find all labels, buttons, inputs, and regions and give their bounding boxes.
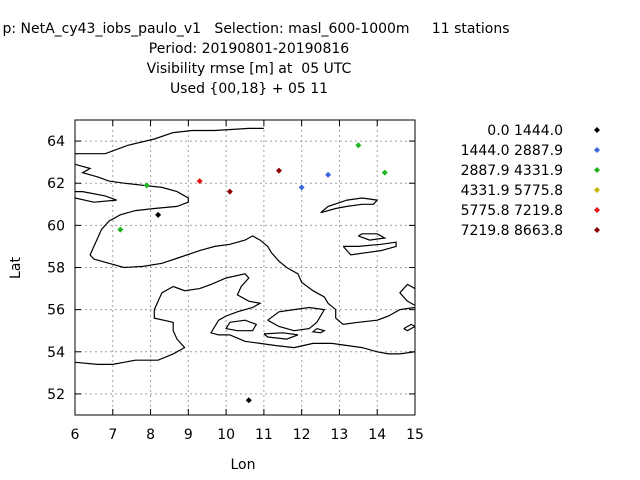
legend-marker xyxy=(594,147,600,153)
chart-title-line-3: Visibility rmse [m] at 05 UTC xyxy=(146,61,352,77)
data-point xyxy=(196,178,203,185)
data-points xyxy=(117,142,388,404)
y-tick-label: 58 xyxy=(47,261,65,277)
x-tick-label: 7 xyxy=(108,427,117,443)
data-point xyxy=(143,182,150,189)
legend-marker xyxy=(594,227,600,233)
legend-marker xyxy=(594,127,600,133)
y-tick-label: 52 xyxy=(47,387,65,403)
data-point xyxy=(355,142,362,149)
axis-ticks: 6 7 8 9 10 11 12 13 14 15 52 54 56 58 60 62 64 xyxy=(47,120,424,443)
plot-frame xyxy=(74,119,416,416)
data-point xyxy=(155,211,162,218)
coastline xyxy=(229,334,415,355)
legend-marker xyxy=(594,167,600,173)
y-axis-label: Lat xyxy=(8,257,24,279)
coastline xyxy=(172,273,262,336)
legend-entry-label: 4331.9 5775.8 xyxy=(461,183,563,199)
x-tick-label: 8 xyxy=(146,427,155,443)
coastline-map xyxy=(75,127,415,365)
x-axis-label: Lon xyxy=(231,457,256,473)
data-point xyxy=(276,167,282,174)
coastline xyxy=(75,163,415,326)
y-tick-label: 56 xyxy=(47,303,65,319)
legend-marker xyxy=(594,187,600,193)
x-tick-label: 13 xyxy=(331,427,349,443)
legend: 0.0 1444.0 1444.0 2887.9 2887.9 4331.9 4331… xyxy=(461,123,600,239)
legend-entry-label: 5775.8 7219.8 xyxy=(461,203,563,219)
x-tick-label: 6 xyxy=(71,427,80,443)
coastline xyxy=(399,283,415,306)
data-point xyxy=(117,226,124,233)
data-point xyxy=(226,188,233,195)
x-tick-label: 12 xyxy=(293,427,311,443)
data-point xyxy=(245,397,252,404)
coastline xyxy=(75,285,186,365)
coastline xyxy=(358,233,387,241)
coastline xyxy=(225,319,258,332)
chart-title-line-1: p: NetA_cy43_iobs_paulo_v1 Selection: ma… xyxy=(2,21,510,37)
coastline xyxy=(263,332,299,340)
legend-entry-label: 1444.0 2887.9 xyxy=(461,143,563,159)
data-point xyxy=(298,184,305,191)
data-point xyxy=(381,169,388,176)
coastline xyxy=(311,328,326,334)
legend-marker xyxy=(594,207,600,213)
coastline xyxy=(403,323,415,332)
y-tick-label: 54 xyxy=(47,345,65,361)
coastline xyxy=(342,241,397,256)
x-tick-label: 10 xyxy=(217,427,235,443)
legend-entry-label: 2887.9 4331.9 xyxy=(461,163,563,179)
legend-entry-label: 0.0 1444.0 xyxy=(487,123,563,139)
coastline xyxy=(75,127,264,155)
y-tick-label: 64 xyxy=(47,134,65,150)
legend-entry-label: 7219.8 8663.8 xyxy=(461,223,563,239)
chart-title-line-4: Used {00,18} + 05 11 xyxy=(169,81,329,97)
coastline xyxy=(320,197,379,214)
y-tick-label: 60 xyxy=(47,218,65,234)
coastline xyxy=(267,306,326,332)
data-point xyxy=(325,171,332,178)
x-tick-label: 11 xyxy=(255,427,273,443)
x-tick-label: 14 xyxy=(368,427,386,443)
coastline xyxy=(75,191,117,203)
x-tick-label: 15 xyxy=(406,427,424,443)
chart-title-line-2: Period: 20190801-20190816 xyxy=(148,41,350,57)
x-tick-label: 9 xyxy=(184,427,193,443)
y-tick-label: 62 xyxy=(47,176,65,192)
